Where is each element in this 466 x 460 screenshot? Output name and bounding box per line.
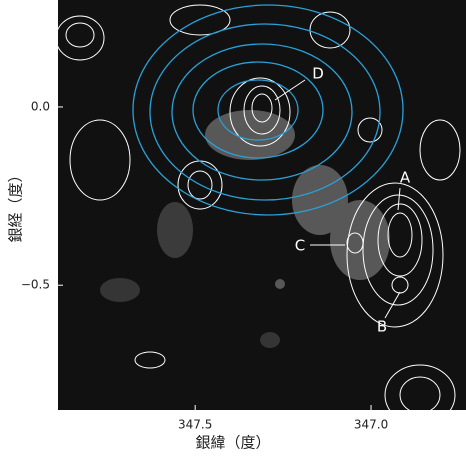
y-tick-label: 0.0 xyxy=(31,99,50,113)
y-axis-label: 銀経（度） xyxy=(7,167,25,242)
image: A B C D xyxy=(56,0,466,425)
annotation: D xyxy=(312,65,324,83)
annotation: B xyxy=(377,318,387,336)
x-axis-label: 銀緯（度） xyxy=(195,434,270,452)
annotation: A xyxy=(400,169,411,187)
annotation: C xyxy=(295,237,305,255)
x-tick-label: 347.5 xyxy=(178,418,212,432)
x-tick-label: 347.0 xyxy=(354,418,388,432)
chart: A B C D 銀緯（度） 銀経（度） 347.5 347.0 0.0 −0.5 xyxy=(0,0,466,460)
y-tick-label: −0.5 xyxy=(21,278,50,292)
